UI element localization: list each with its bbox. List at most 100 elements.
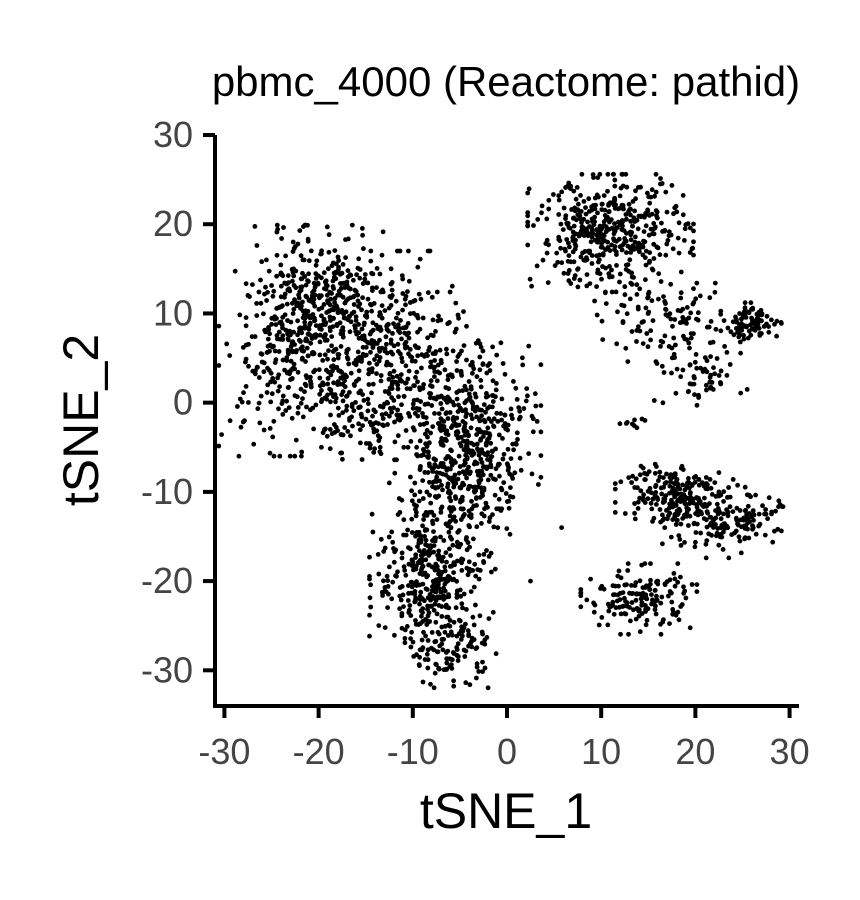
- data-point: [364, 313, 369, 318]
- data-point: [336, 413, 342, 418]
- data-point: [565, 271, 571, 276]
- data-point: [342, 372, 348, 378]
- data-point: [675, 512, 681, 517]
- data-point: [393, 324, 398, 330]
- data-point: [301, 348, 306, 354]
- data-point: [427, 248, 433, 254]
- data-point: [478, 378, 484, 383]
- data-point: [338, 344, 344, 349]
- data-point: [753, 531, 759, 537]
- data-point: [227, 418, 233, 424]
- data-point: [439, 360, 444, 366]
- data-point: [317, 391, 323, 397]
- data-point: [277, 336, 283, 342]
- data-point: [630, 473, 635, 479]
- data-point: [428, 359, 434, 365]
- data-point: [623, 345, 629, 351]
- data-point: [334, 261, 339, 267]
- data-point: [364, 309, 370, 315]
- data-point: [617, 279, 622, 285]
- data-point: [416, 622, 421, 627]
- data-point: [407, 603, 413, 608]
- data-point: [367, 331, 373, 337]
- data-point: [582, 249, 588, 254]
- data-point: [363, 416, 369, 422]
- data-point: [331, 315, 336, 321]
- data-point: [268, 379, 274, 385]
- data-point: [707, 340, 713, 346]
- data-point: [326, 266, 331, 272]
- data-point: [685, 508, 690, 514]
- data-point: [458, 370, 464, 376]
- data-point: [635, 226, 641, 232]
- data-point: [464, 469, 470, 475]
- data-point: [420, 610, 425, 615]
- data-point: [620, 603, 626, 609]
- data-point: [551, 192, 556, 197]
- data-point: [432, 670, 438, 676]
- data-point: [325, 381, 331, 387]
- data-point: [476, 552, 482, 558]
- data-point: [324, 224, 330, 230]
- data-point: [283, 408, 289, 413]
- data-point: [362, 272, 368, 277]
- data-point: [420, 557, 425, 563]
- data-point: [451, 560, 457, 566]
- data-point: [308, 340, 314, 346]
- data-point: [429, 564, 435, 570]
- data-point: [611, 171, 616, 177]
- data-point: [458, 628, 464, 633]
- data-point: [746, 535, 752, 541]
- data-point: [333, 395, 339, 401]
- data-point: [348, 433, 353, 439]
- data-point: [471, 584, 477, 590]
- data-point: [511, 447, 516, 453]
- data-point: [632, 239, 638, 245]
- data-point: [612, 183, 618, 189]
- data-point: [476, 480, 482, 486]
- data-point: [374, 266, 380, 271]
- data-point: [433, 661, 439, 667]
- data-point: [317, 352, 323, 358]
- data-point: [742, 484, 748, 490]
- data-point: [451, 418, 457, 424]
- data-point: [278, 304, 284, 310]
- data-point: [652, 470, 658, 476]
- data-point: [481, 402, 487, 407]
- data-point: [402, 640, 408, 646]
- data-point: [274, 229, 280, 235]
- data-point: [343, 255, 348, 260]
- data-point: [285, 337, 291, 343]
- data-point: [313, 271, 319, 276]
- x-axis-ticks: -30 -20 -10 0 10 20 30: [198, 706, 810, 772]
- data-point: [714, 356, 720, 361]
- data-point: [647, 200, 653, 206]
- data-point: [281, 225, 286, 230]
- data-point: [366, 401, 371, 407]
- data-point: [658, 344, 663, 349]
- data-point: [649, 601, 654, 607]
- data-point: [285, 331, 290, 337]
- data-point: [518, 467, 524, 473]
- data-point: [637, 629, 643, 635]
- data-point: [571, 223, 577, 229]
- data-point: [413, 533, 418, 539]
- data-point: [506, 505, 512, 511]
- data-point: [653, 482, 659, 488]
- data-point: [451, 683, 457, 689]
- data-point: [497, 473, 502, 479]
- data-point: [445, 466, 451, 471]
- data-point: [774, 333, 779, 339]
- data-point: [328, 399, 333, 405]
- data-point: [763, 507, 768, 512]
- data-point: [724, 373, 730, 378]
- data-point: [265, 365, 270, 371]
- data-point: [671, 571, 677, 576]
- data-point: [406, 583, 411, 588]
- data-point: [445, 481, 451, 487]
- data-point: [680, 306, 686, 312]
- data-point: [484, 391, 489, 396]
- data-point: [460, 506, 466, 512]
- data-point: [301, 257, 307, 263]
